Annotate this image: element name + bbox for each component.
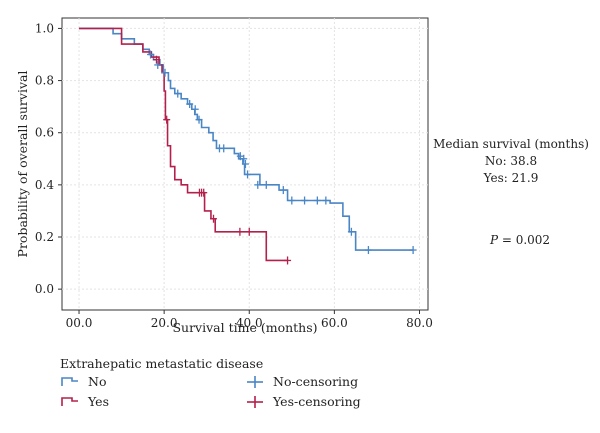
censor-mark-yes-0 [152,55,160,64]
x-tick-label-3: 60.0 [321,316,348,330]
p-value-annotation: P = 0.002 [460,232,580,249]
censor-mark-no-20 [347,227,355,236]
grid-lines [62,18,428,310]
y-tick-label-5: 1.0 [35,21,54,35]
legend-swatch-line [61,377,78,386]
x-tick-label-2: 40.0 [236,316,263,330]
censor-mark-no-8 [220,144,228,153]
censor-mark-no-2 [161,68,169,77]
censor-mark-no-13 [254,180,262,189]
censor-mark-no-5 [191,105,199,114]
censor-marks [147,50,417,265]
censor-mark-no-19 [322,196,330,205]
y-axis-ticks: 0.0 0.2 0.4 0.6 0.8 1.0 [35,21,62,296]
censor-mark-no-6 [195,115,203,124]
censor-mark-yes-1 [163,115,171,124]
x-axis-ticks: 00.0 20.0 40.0 60.0 80.0 [66,310,433,330]
censor-mark-no-11 [241,160,249,168]
x-tick-label-0: 00.0 [66,316,93,330]
censor-mark-yes-7 [245,227,253,236]
censor-mark-yes-5 [210,214,218,223]
censor-mark-no-4 [186,100,194,109]
x-tick-label-4: 80.0 [406,316,433,330]
legend-item-no-censoring: No-censoring [247,374,358,389]
legend-item-yes-censoring: Yes-censoring [247,394,361,409]
censor-mark-no-15 [279,186,287,195]
censor-mark-yes-6 [236,227,244,236]
median-survival-annotation: Median survival (months) No: 38.8 Yes: 2… [426,136,596,187]
censor-mark-yes-4 [200,188,208,197]
censor-mark-no-10 [240,154,248,163]
legend-item-no: No [61,374,106,389]
legend-swatch-line [61,397,78,406]
censor-mark-no-3 [174,89,182,98]
censor-mark-yes-8 [284,256,292,265]
p-symbol: P [489,233,499,247]
legend-label: Yes [87,394,109,409]
y-tick-label-0: 0.0 [35,282,54,296]
censor-mark-no-12 [244,170,252,179]
median-no: No: 38.8 [484,154,538,168]
legend-label: Yes-censoring [272,394,361,409]
censor-mark-no-14 [262,180,270,189]
y-tick-label-3: 0.6 [35,126,54,140]
median-title: Median survival (months) [433,137,589,151]
x-axis-label: Survival time (months) [172,320,317,335]
legend: Extrahepatic metastatic disease No No-cen… [60,356,361,409]
y-tick-label-1: 0.2 [35,230,54,244]
censor-mark-no-18 [313,196,321,205]
censor-mark-no-1 [154,60,162,69]
p-value: = 0.002 [498,233,551,247]
legend-title: Extrahepatic metastatic disease [60,356,263,371]
censor-mark-no-16 [288,196,296,205]
legend-item-yes: Yes [61,394,109,409]
censor-mark-no-0 [147,50,155,59]
y-axis-label: Probability of overall survival [15,71,30,258]
censor-mark-no-21 [364,246,372,255]
legend-items: No No-censoring Yes Yes-censoring [61,374,361,409]
legend-label: No-censoring [273,374,358,389]
y-tick-label-2: 0.4 [35,178,54,192]
x-tick-label-1: 20.0 [151,316,178,330]
median-yes: Yes: 21.9 [483,171,539,185]
y-tick-label-4: 0.8 [35,74,54,88]
censor-mark-no-17 [301,196,309,205]
legend-label: No [88,374,106,389]
censor-mark-no-22 [409,246,417,255]
